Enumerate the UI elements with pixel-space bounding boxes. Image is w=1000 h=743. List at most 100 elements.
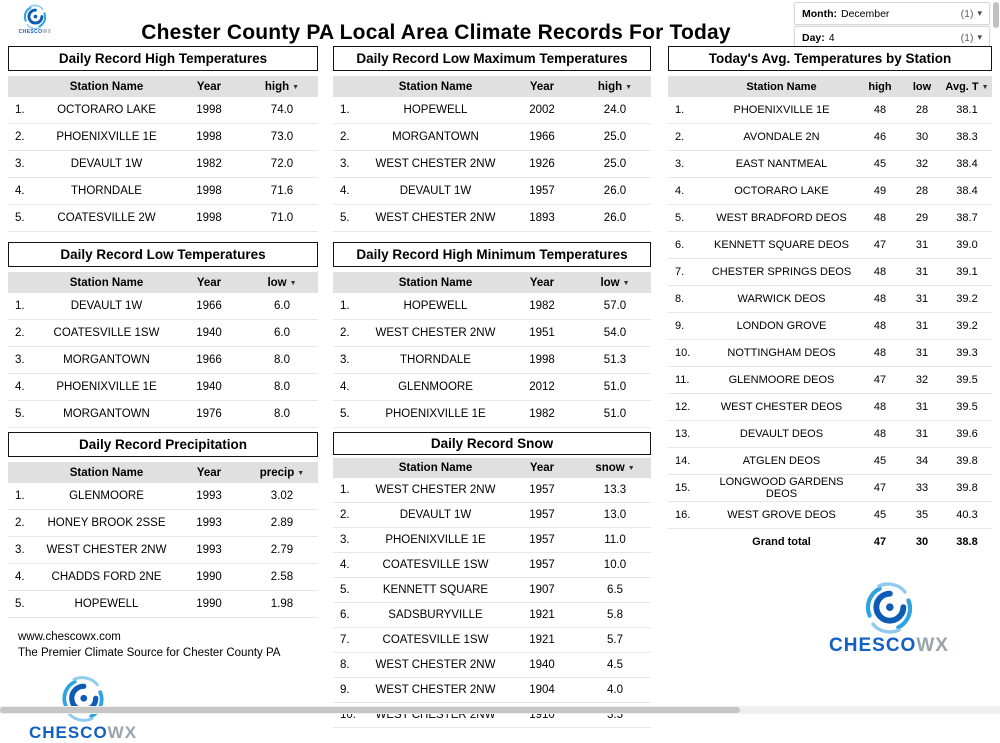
row-year: 1998 xyxy=(196,185,222,197)
row-value: 51.0 xyxy=(603,381,627,393)
table-body: 1. PHOENIXVILLE 1E 48 28 38.1 2. AVONDAL… xyxy=(668,97,992,529)
row-value: 11.0 xyxy=(604,534,626,546)
col-header-value[interactable]: low ▼ xyxy=(579,277,651,289)
col-header-year[interactable]: Year xyxy=(196,80,222,93)
grand-total-row: Grand total 47 30 38.8 xyxy=(668,529,992,555)
row-station: CHESTER SPRINGS DEOS xyxy=(711,266,852,278)
col-header-station[interactable]: Station Name xyxy=(398,462,473,474)
col-header-year[interactable]: Year xyxy=(529,80,555,93)
row-station: LONDON GROVE xyxy=(736,320,827,332)
col-header-year[interactable]: Year xyxy=(529,462,555,474)
table-row: 1. OCTORARO LAKE 1998 74.0 xyxy=(8,97,318,124)
row-avg: 39.2 xyxy=(956,293,978,305)
row-value: 74.0 xyxy=(270,104,294,116)
table-row: 13. DEVAULT DEOS 48 31 39.6 xyxy=(668,421,992,448)
table-row: 10. NOTTINGHAM DEOS 48 31 39.3 xyxy=(668,340,992,367)
col-header-station[interactable]: Station Name xyxy=(69,276,144,289)
table-header-row: Station Name Year precip ▼ xyxy=(8,462,318,483)
col-header-station[interactable]: Station Name xyxy=(398,276,473,289)
col-header-value[interactable]: low ▼ xyxy=(246,277,318,289)
row-low: 33 xyxy=(915,482,929,494)
row-station: HOPEWELL xyxy=(74,598,139,610)
row-station: MORGANTOWN xyxy=(392,131,479,143)
row-year: 1940 xyxy=(196,327,222,339)
col-header-value[interactable]: high ▼ xyxy=(579,81,651,93)
row-rank: 3. xyxy=(15,354,25,366)
col-header-low[interactable]: low xyxy=(912,80,932,93)
row-station: NOTTINGHAM DEOS xyxy=(727,347,836,359)
col-header-year[interactable]: Year xyxy=(196,466,222,479)
row-station: THORNDALE xyxy=(400,354,471,366)
row-high: 47 xyxy=(873,482,887,494)
horizontal-scrollbar[interactable] xyxy=(0,706,1000,714)
row-year: 1998 xyxy=(196,131,222,143)
table-body: 1. HOPEWELL 1982 57.0 2. WEST CHESTER 2N… xyxy=(333,293,651,428)
col-header-station[interactable]: Station Name xyxy=(398,80,473,93)
table-row: 1. DEVAULT 1W 1966 6.0 xyxy=(8,293,318,320)
col-header-value-label: low xyxy=(267,276,287,289)
row-rank: 4. xyxy=(15,185,25,197)
footer-website-link[interactable]: www.chescowx.com xyxy=(18,631,121,643)
row-station: WEST CHESTER 2NW xyxy=(375,484,496,496)
row-value: 26.0 xyxy=(603,185,627,197)
chescowx-logo-mini: CHESCOWX xyxy=(12,4,58,35)
col-header-year[interactable]: Year xyxy=(196,276,222,289)
row-station: WEST CHESTER 2NW xyxy=(375,684,496,696)
col-header-value[interactable]: snow ▼ xyxy=(579,462,651,474)
row-value: 3.02 xyxy=(270,490,294,502)
col-header-year[interactable]: Year xyxy=(529,276,555,289)
row-year: 2012 xyxy=(529,381,555,393)
row-low: 30 xyxy=(915,131,929,143)
row-rank: 2. xyxy=(340,327,350,339)
row-low: 31 xyxy=(915,293,929,305)
page-title: Chester County PA Local Area Climate Rec… xyxy=(141,21,731,45)
row-value: 24.0 xyxy=(603,104,627,116)
grand-total-label: Grand total xyxy=(752,536,811,548)
row-rank: 13. xyxy=(675,428,691,440)
row-rank: 4. xyxy=(15,381,25,393)
col-header-value-label: low xyxy=(600,276,620,289)
sort-caret-icon: ▼ xyxy=(622,279,630,287)
col-header-value[interactable]: high ▼ xyxy=(246,81,318,93)
col-header-value[interactable]: precip ▼ xyxy=(246,467,318,479)
row-rank: 16. xyxy=(675,509,691,521)
table-title: Daily Record Precipitation xyxy=(8,432,318,457)
table-daily-record-low: Daily Record Low Temperatures Station Na… xyxy=(8,242,318,428)
row-year: 1998 xyxy=(196,104,222,116)
day-filter-count: (1) xyxy=(960,31,974,44)
table-row: 9. LONDON GROVE 48 31 39.2 xyxy=(668,313,992,340)
row-year: 1982 xyxy=(529,408,555,420)
row-high: 48 xyxy=(873,293,887,305)
col-header-station[interactable]: Station Name xyxy=(746,80,817,93)
day-filter-label: Day: xyxy=(802,31,825,44)
table-row: 1. PHOENIXVILLE 1E 48 28 38.1 xyxy=(668,97,992,124)
row-low: 28 xyxy=(915,185,929,197)
col-header-station[interactable]: Station Name xyxy=(69,466,144,479)
col-header-avg[interactable]: Avg. T ▼ xyxy=(942,81,992,93)
row-year: 1993 xyxy=(196,517,222,529)
table-row: 3. WEST CHESTER 2NW 1926 25.0 xyxy=(333,151,651,178)
table-row: 2. WEST CHESTER 2NW 1951 54.0 xyxy=(333,320,651,347)
month-filter-dropdown[interactable]: Month: December (1) ▾ xyxy=(794,2,990,25)
row-rank: 4. xyxy=(340,185,350,197)
row-value: 2.58 xyxy=(270,571,294,583)
table-title: Today's Avg. Temperatures by Station xyxy=(668,46,992,71)
row-high: 48 xyxy=(873,428,887,440)
table-row: 16. WEST GROVE DEOS 45 35 40.3 xyxy=(668,502,992,529)
col-header-high[interactable]: high xyxy=(868,80,892,93)
row-value: 6.5 xyxy=(607,584,623,596)
table-row: 4. CHADDS FORD 2NE 1990 2.58 xyxy=(8,564,318,591)
row-avg: 38.3 xyxy=(956,131,978,143)
row-high: 45 xyxy=(873,158,887,170)
row-station: HOPEWELL xyxy=(403,300,468,312)
row-station: COATESVILLE 1SW xyxy=(382,559,489,571)
row-station: DEVAULT 1W xyxy=(70,300,143,312)
month-filter-label: Month: xyxy=(802,7,837,20)
horizontal-scrollbar-thumb[interactable] xyxy=(0,707,740,713)
col-header-station[interactable]: Station Name xyxy=(69,80,144,93)
row-value: 8.0 xyxy=(274,381,290,393)
vertical-scrollbar-thumb[interactable] xyxy=(993,2,999,28)
row-year: 1957 xyxy=(529,534,555,546)
table-row: 2. DEVAULT 1W 1957 13.0 xyxy=(333,503,651,528)
table-header-row: Station Name Year high ▼ xyxy=(8,76,318,97)
